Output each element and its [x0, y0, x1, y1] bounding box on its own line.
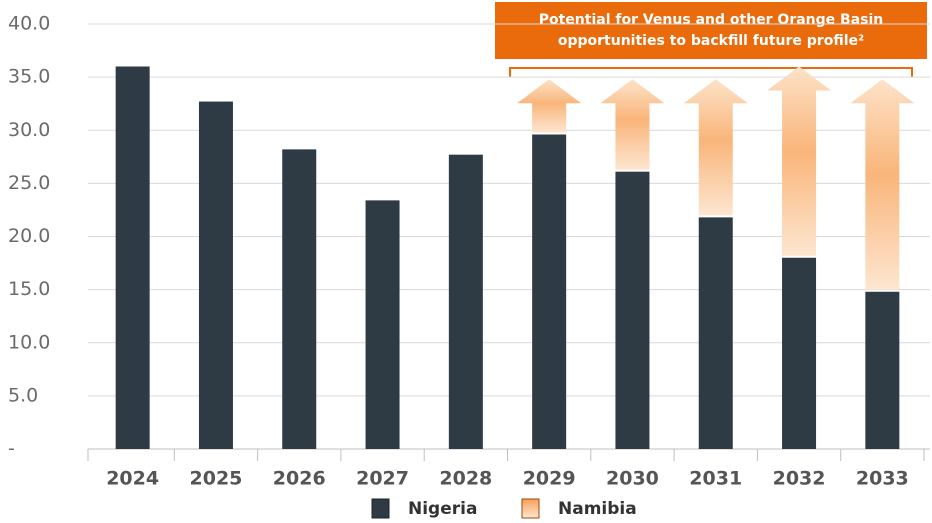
- legend-swatch: [521, 498, 540, 519]
- x-tick-label: 2033: [856, 468, 909, 490]
- bracket: [509, 67, 913, 77]
- annotation-box: [495, 2, 927, 59]
- y-tick-label: 40.0: [8, 13, 50, 35]
- y-tick-label: 10.0: [8, 331, 50, 353]
- x-tick-label: 2031: [689, 468, 742, 490]
- x-tick-label: 2024: [106, 468, 159, 490]
- y-tick-label: 30.0: [8, 119, 50, 141]
- legend-label: Nigeria: [408, 499, 477, 519]
- legend-swatch: [371, 498, 390, 519]
- x-tick-label: 2030: [606, 468, 659, 490]
- arrow: [683, 79, 748, 216]
- bar: [532, 134, 567, 449]
- arrow: [600, 79, 665, 170]
- bar: [365, 200, 400, 449]
- x-tick-label: 2026: [273, 468, 326, 490]
- bar: [282, 149, 317, 449]
- y-tick-label: 25.0: [8, 172, 50, 194]
- bar: [865, 291, 900, 449]
- legend-label: Namibia: [558, 499, 637, 519]
- bar: [115, 66, 150, 449]
- y-tick-label: 15.0: [8, 278, 50, 300]
- arrow: [850, 79, 915, 290]
- x-tick-label: 2029: [523, 468, 576, 490]
- x-tick-label: 2027: [356, 468, 409, 490]
- arrow: [517, 79, 582, 133]
- bar: [698, 217, 733, 449]
- bar: [448, 154, 483, 449]
- bar: [198, 101, 233, 449]
- x-tick-label: 2028: [439, 468, 492, 490]
- y-tick-label: 5.0: [8, 384, 38, 406]
- annotation: Potential for Venus and other Orange Bas…: [539, 12, 884, 28]
- arrow: [767, 66, 832, 256]
- y-tick-label: -: [8, 438, 15, 460]
- y-tick-label: 35.0: [8, 66, 50, 88]
- x-tick-label: 2025: [190, 468, 243, 490]
- x-tick-label: 2032: [773, 468, 826, 490]
- annotation: opportunities to backfill future profile…: [558, 33, 864, 49]
- bar: [615, 171, 650, 449]
- y-tick-label: 20.0: [8, 225, 50, 247]
- bar: [782, 257, 817, 449]
